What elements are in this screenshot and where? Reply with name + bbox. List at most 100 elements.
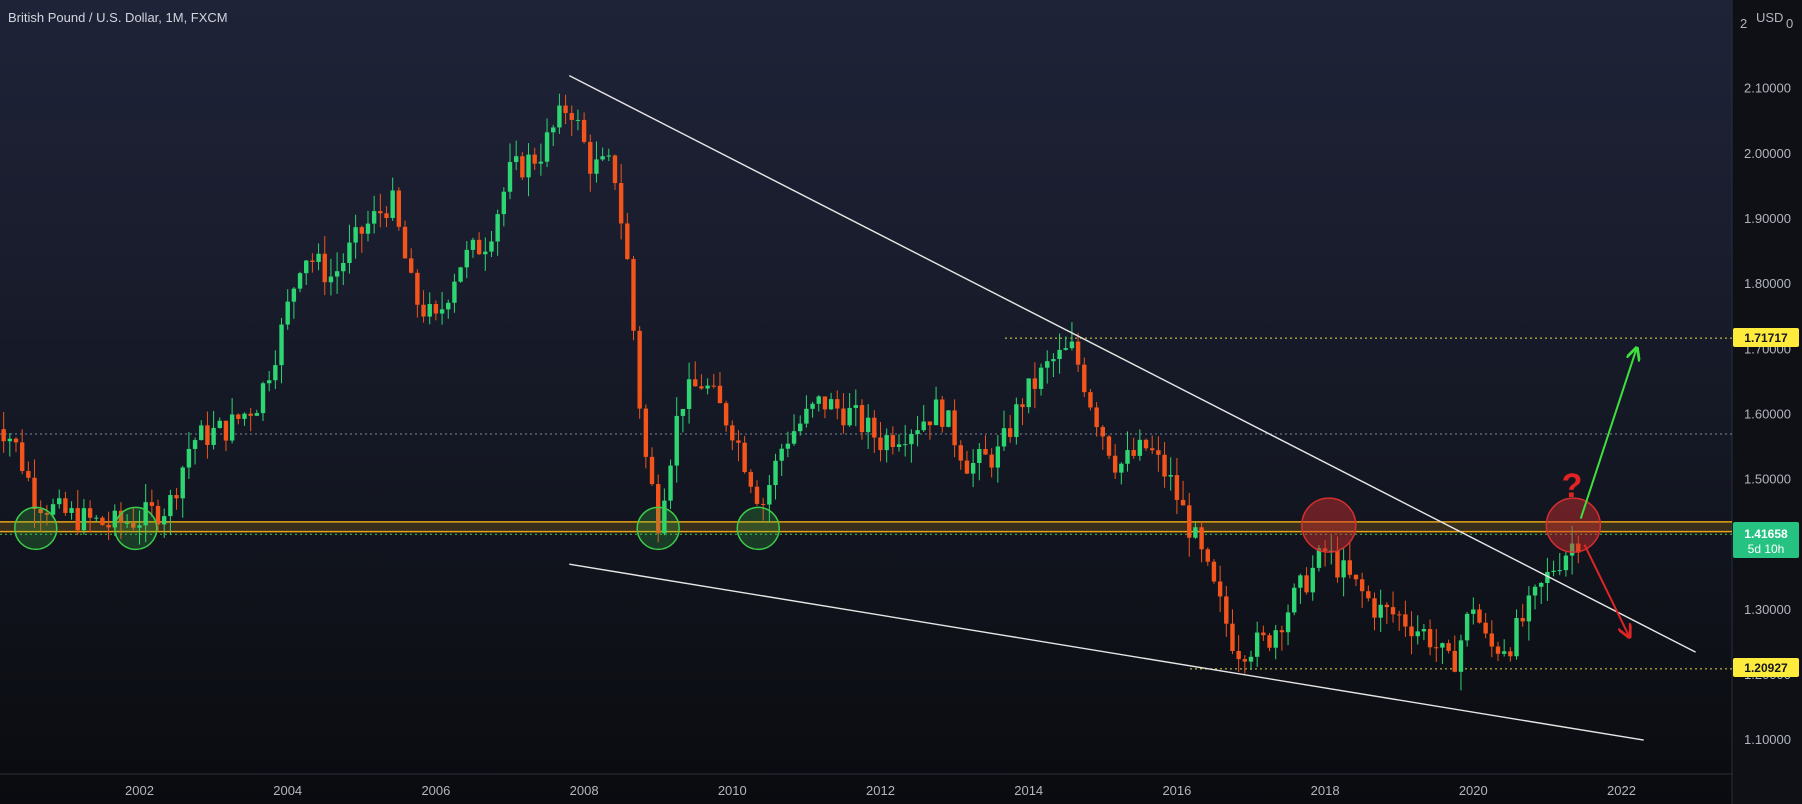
price-tag-current-label: 1.41658 [1744,527,1788,541]
candle-body-207 [1267,635,1272,648]
candle-body-44 [260,383,266,414]
candle-body-139 [847,407,852,426]
candle-body-211 [1292,587,1297,613]
candle-body-154 [940,399,945,427]
candle-body-162 [989,454,994,468]
candle-body-25 [143,502,148,526]
x-tick-label-2: 2006 [421,783,450,798]
projection-arrow-down [1583,544,1628,636]
candle-body-181 [1106,436,1112,456]
candle-body-131 [798,423,803,432]
candle-body-90 [544,132,550,162]
candle-body-244 [1495,646,1501,654]
candle-body-80 [483,251,488,255]
candle-body-110 [668,465,673,501]
candle-body-219 [1341,560,1346,578]
candle-body-192 [1174,475,1180,500]
chart-background [0,0,1732,804]
candle-body-79 [476,239,482,255]
candle-body-114 [693,379,698,387]
candle-body-164 [1001,428,1007,447]
candle-body-146 [890,435,896,448]
x-tick-label-7: 2016 [1162,783,1191,798]
price-tag-current: 1.41658 5d 10h [1733,522,1799,558]
candle-body-50 [297,273,303,289]
candle-body-175 [1069,341,1075,349]
candle-body-32 [186,448,192,468]
candle-body-143 [872,417,877,438]
candle-body-99 [600,156,605,160]
y-tick-label-0: 2.10000 [1744,81,1791,96]
candle-body-69 [415,272,420,305]
candle-body-213 [1304,575,1309,593]
candle-body-87 [526,154,531,178]
candle-body-117 [711,385,716,387]
price-tag-countdown: 5d 10h [1748,542,1785,556]
candle-body-13 [69,508,74,513]
candle-body-227 [1390,607,1396,615]
y-tick-label-5: 1.60000 [1744,406,1791,421]
candle-body-103 [625,223,630,260]
candle-body-165 [1007,428,1013,437]
candle-body-209 [1279,630,1285,633]
candle-body-155 [946,410,951,427]
candle-body-214 [1310,567,1315,593]
candle-body-120 [730,425,735,441]
candle-body-179 [1094,407,1099,428]
candle-body-210 [1285,612,1291,633]
candle-body-121 [736,440,741,443]
candle-body-4 [13,438,19,443]
y-top-label: 2 [1740,16,1747,31]
y-tick-label-6: 1.50000 [1744,472,1791,487]
currency-label: USD [1756,10,1783,25]
candle-body-5 [19,442,25,472]
candle-body-9 [44,513,50,515]
red-circle-4 [1301,497,1357,553]
candle-body-169 [1032,378,1038,389]
candle-body-33 [192,440,198,449]
candle-body-190 [1162,454,1167,477]
candle-body-194 [1187,505,1192,538]
candle-body-255 [1563,555,1569,571]
candle-body-217 [1329,550,1334,552]
candle-body-64 [384,213,389,219]
green-circle-3 [736,506,780,551]
candle-body-247 [1514,618,1519,657]
candle-body-223 [1366,591,1371,599]
candle-body-208 [1273,630,1278,648]
candle-body-188 [1150,448,1155,451]
chart-title: British Pound / U.S. Dollar, 1M, FXCM [8,10,228,25]
candle-body-12 [63,498,68,513]
candle-body-38 [223,420,229,441]
candle-body-215 [1316,548,1322,568]
candle-body-153 [933,399,939,426]
candle-body-250 [1532,586,1538,596]
candle-body-35 [205,425,210,445]
candle-body-198 [1211,561,1217,582]
candle-body-105 [637,330,642,409]
candle-body-58 [347,242,352,263]
green-circle-0 [14,506,58,551]
y-tick-label-2: 1.90000 [1744,211,1791,226]
candle-body-228 [1397,614,1402,616]
candle-body-232 [1421,629,1427,632]
x-tick-label-9: 2020 [1459,783,1488,798]
candle-body-63 [378,211,383,214]
candle-body-66 [396,190,402,227]
candle-body-229 [1403,614,1408,627]
candle-body-81 [489,241,494,252]
candle-body-45 [266,380,272,384]
candle-body-158 [964,460,970,474]
price-tag-support-bg [1733,658,1799,677]
candle-body-28 [162,516,167,525]
candle-body-101 [612,155,618,184]
candle-body-246 [1508,651,1513,657]
x-axis-ticks: 2002 2004 2006 2008 2010 2012 2014 2016 2018 2020… [125,783,1636,798]
candle-body-203 [1242,659,1248,662]
x-tick-label-1: 2004 [273,783,302,798]
projection-arrows [1579,349,1637,636]
candle-body-65 [390,190,395,219]
candle-body-200 [1224,596,1229,624]
candle-body-145 [884,435,889,451]
